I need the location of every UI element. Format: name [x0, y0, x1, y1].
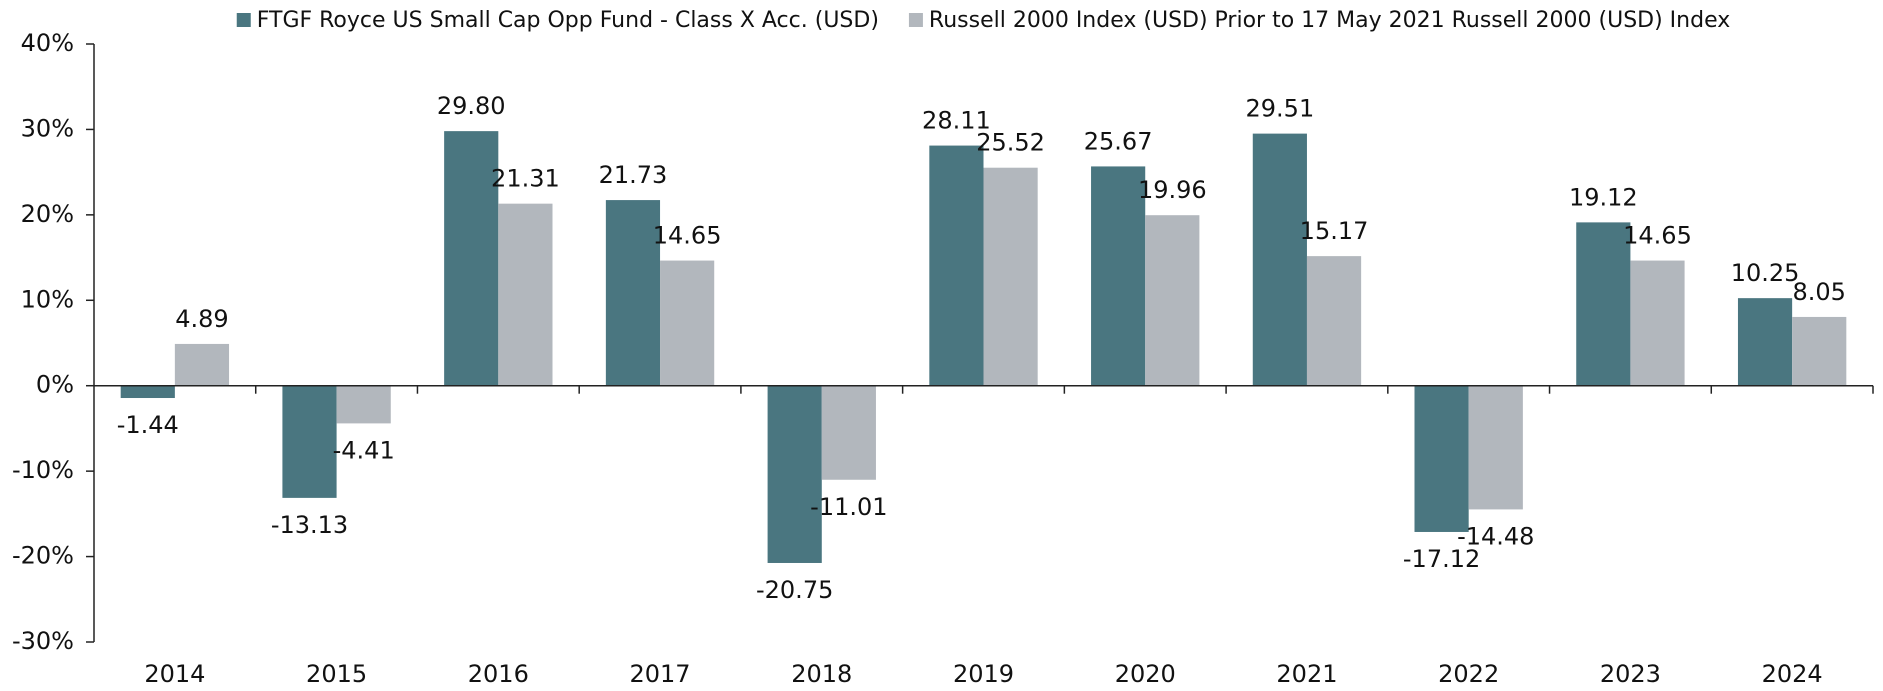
x-tick-label: 2014 — [144, 660, 205, 688]
data-label: -17.12 — [1403, 545, 1480, 573]
bar — [282, 385, 337, 498]
data-label: -4.41 — [333, 436, 395, 464]
x-tick-label: 2024 — [1762, 660, 1823, 688]
y-tick-label: 10% — [21, 285, 74, 313]
data-label: 10.25 — [1731, 259, 1800, 287]
bar — [660, 260, 715, 386]
y-tick-label: 30% — [21, 114, 74, 142]
legend-label: FTGF Royce US Small Cap Opp Fund - Class… — [257, 8, 879, 33]
bar — [767, 385, 822, 563]
data-label: 19.96 — [1138, 176, 1207, 204]
y-tick-label: -30% — [12, 627, 74, 655]
data-label: 25.67 — [1084, 127, 1153, 155]
x-tick-label: 2021 — [1276, 660, 1337, 688]
data-label: 4.89 — [175, 305, 228, 333]
data-label: 28.11 — [922, 107, 991, 135]
x-tick-label: 2015 — [306, 660, 367, 688]
data-label: 15.17 — [1300, 217, 1369, 245]
data-label: 19.12 — [1569, 183, 1638, 211]
bar — [929, 145, 984, 386]
x-tick-label: 2017 — [630, 660, 691, 688]
data-label: -11.01 — [810, 493, 887, 521]
bar — [120, 385, 175, 399]
legend-label: Russell 2000 Index (USD) Prior to 17 May… — [929, 8, 1730, 33]
x-tick-label: 2016 — [468, 660, 529, 688]
bar — [1252, 133, 1307, 386]
bar — [1414, 385, 1469, 532]
x-tick-label: 2022 — [1438, 660, 1499, 688]
bar — [174, 343, 230, 386]
bar — [1091, 166, 1146, 386]
bar — [336, 385, 391, 424]
x-tick-label: 2019 — [953, 660, 1014, 688]
y-tick-label: 40% — [21, 29, 74, 57]
bar — [1468, 385, 1523, 510]
bar — [444, 131, 499, 386]
data-label: 29.80 — [437, 92, 506, 120]
bar — [983, 167, 1038, 386]
bar — [1306, 256, 1362, 386]
bar — [1737, 298, 1793, 386]
y-tick-label: 0% — [36, 371, 74, 399]
y-tick-label: 20% — [21, 200, 74, 228]
x-tick-label: 2020 — [1115, 660, 1176, 688]
legend-swatch — [236, 13, 251, 27]
data-label: -20.75 — [756, 576, 833, 604]
bar — [498, 203, 553, 386]
data-label: -13.13 — [271, 511, 348, 539]
bar — [1630, 260, 1685, 386]
data-label: 14.65 — [1623, 222, 1692, 250]
data-label: 21.73 — [599, 161, 668, 189]
x-tick-label: 2023 — [1600, 660, 1661, 688]
data-label: -14.48 — [1457, 522, 1534, 550]
data-label: 14.65 — [653, 222, 722, 250]
bar — [605, 200, 661, 386]
y-tick-label: -20% — [12, 542, 74, 570]
bar — [1792, 316, 1847, 386]
data-label: -1.44 — [117, 411, 179, 439]
data-label: 8.05 — [1793, 278, 1846, 306]
y-tick-label: -10% — [12, 456, 74, 484]
bar — [1576, 222, 1631, 386]
data-label: 25.52 — [976, 129, 1045, 157]
data-label: 29.51 — [1246, 95, 1315, 123]
x-tick-label: 2018 — [791, 660, 852, 688]
bar — [821, 385, 876, 480]
legend-swatch — [908, 13, 923, 27]
bar — [1145, 215, 1200, 386]
data-label: 21.31 — [491, 165, 560, 193]
